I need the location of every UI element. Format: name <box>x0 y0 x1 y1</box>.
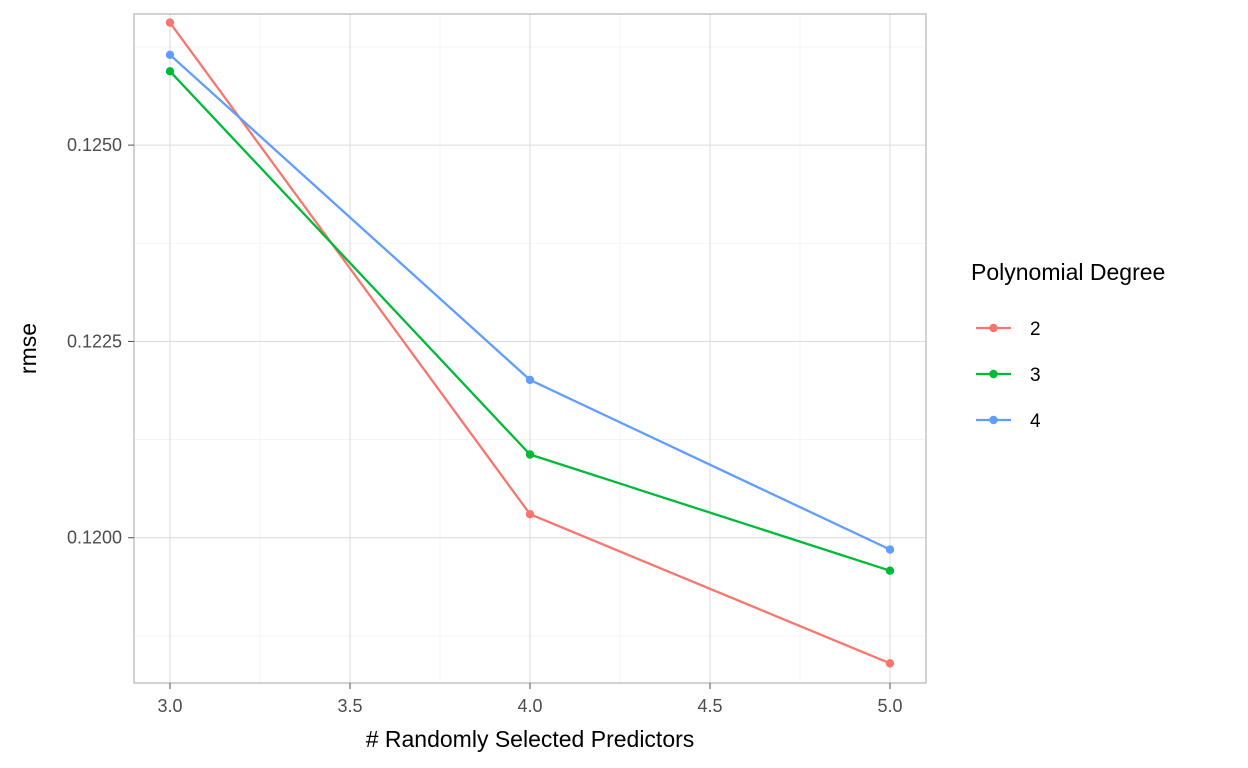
legend-key-point-2 <box>989 323 998 333</box>
legend-label-4: 4 <box>1030 411 1041 432</box>
x-tick-label: 3.5 <box>337 696 362 716</box>
series-point-3 <box>525 450 535 459</box>
legend-key-point-4 <box>989 415 998 425</box>
major-gridlines <box>134 14 926 683</box>
series-point-3 <box>885 566 895 575</box>
series-point-4 <box>525 375 535 385</box>
legend: Polynomial Degree 2 3 4 <box>971 259 1165 432</box>
series-point-4 <box>885 545 895 554</box>
y-axis: 0.1200 0.1225 0.1250 <box>67 135 134 548</box>
x-axis: 3.0 3.5 4.0 4.5 5.0 <box>157 683 903 716</box>
x-axis-title: # Randomly Selected Predictors <box>366 726 695 752</box>
y-tick-label: 0.1225 <box>67 331 122 351</box>
legend-title: Polynomial Degree <box>971 259 1165 285</box>
series-point-2 <box>885 659 895 668</box>
x-tick-label: 5.0 <box>877 696 902 716</box>
y-tick-label: 0.1200 <box>67 528 122 548</box>
series-point-2 <box>525 509 535 519</box>
y-tick-label: 0.1250 <box>67 135 122 155</box>
y-axis-title: rmse <box>15 323 41 374</box>
series-point-4 <box>165 50 175 60</box>
series-point-3 <box>165 67 175 76</box>
legend-label-2: 2 <box>1030 319 1041 340</box>
series-point-2 <box>165 18 175 27</box>
x-tick-label: 3.0 <box>157 696 182 716</box>
x-tick-label: 4.0 <box>517 696 542 716</box>
legend-key-point-3 <box>989 369 998 379</box>
series-layer <box>165 18 895 668</box>
x-tick-label: 4.5 <box>697 696 722 716</box>
legend-label-3: 3 <box>1030 365 1041 386</box>
